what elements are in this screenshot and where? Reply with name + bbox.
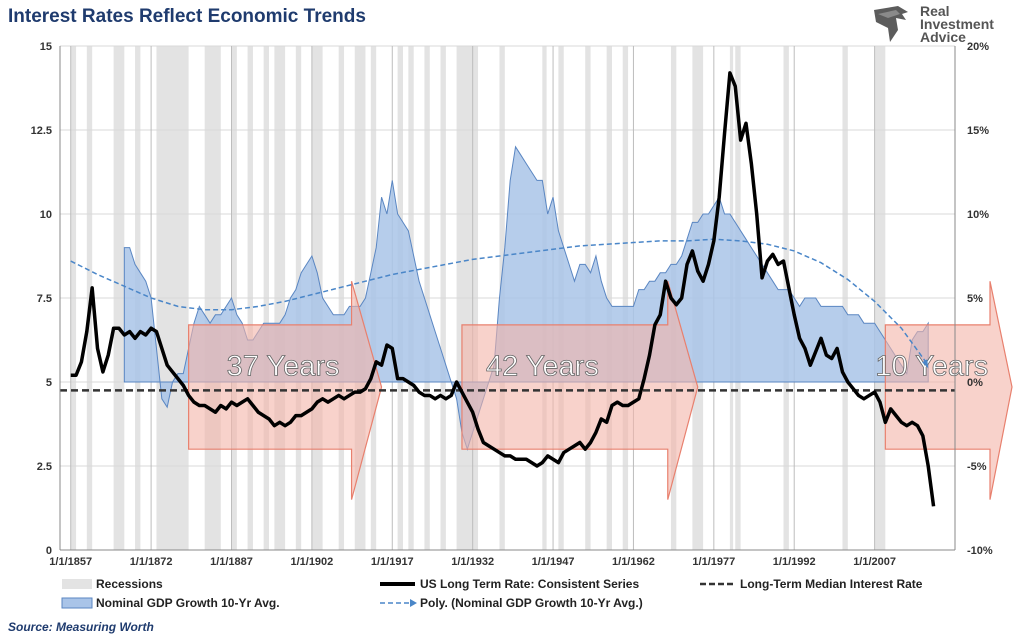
x-tick-label: 1/1/1992 [773,556,816,568]
series-rate-line [70,71,936,507]
series-poly-line [70,238,929,366]
y-right-tick-label: -5% [967,461,987,473]
legend-recessions-swatch [62,579,92,589]
annotation-label: 10 Years [875,350,988,382]
x-tick-label: 1/1/1872 [130,556,173,568]
legend-poly-label: Poly. (Nominal GDP Growth 10-Yr Avg.) [420,596,643,610]
y-right-tick-label: 5% [967,293,983,305]
annotation-arrow [884,281,1013,500]
x-tick-label: 1/1/1977 [692,556,735,568]
logo-line-2: Investment [920,16,994,32]
logo: Real Investment Advice [868,2,1018,46]
source-note: Source: Measuring Worth [8,620,154,634]
x-tick-label: 1/1/1902 [290,556,333,568]
legend-poly-arrowhead [410,599,417,607]
x-tick-label: 1/1/1962 [612,556,655,568]
y-left-tick-label: 0 [46,545,52,557]
chart-title: Interest Rates Reflect Economic Trends [8,6,366,27]
x-tick-label: 1/1/1887 [210,556,253,568]
y-left-tick-label: 12.5 [31,125,52,137]
legend-median-label: Long-Term Median Interest Rate [740,577,923,591]
legend-rate-label: US Long Term Rate: Consistent Series [420,577,640,591]
x-tick-label: 1/1/1857 [49,556,92,568]
legend-gdp-swatch [61,597,93,609]
y-left-tick-label: 15 [40,41,52,53]
y-right-tick-label: -10% [967,545,993,557]
y-right-tick-label: 15% [967,125,989,137]
y-left-tick-label: 5 [46,377,52,389]
y-left-tick-label: 2.5 [37,461,52,473]
x-tick-label: 1/1/2007 [853,556,896,568]
y-right-tick-label: 0% [967,377,983,389]
logo-line-3: Advice [920,29,966,45]
x-tick-label: 1/1/1947 [532,556,575,568]
legend-recessions-label: Recessions [96,577,163,591]
annotation-label: 42 Years [486,350,599,382]
eagle-icon [874,6,908,42]
y-left-tick-label: 10 [40,209,52,221]
poly-arrowhead [922,359,929,369]
x-tick-label: 1/1/1917 [371,556,414,568]
y-left-tick-label: 7.5 [37,293,52,305]
legend-gdp-label: Nominal GDP Growth 10-Yr Avg. [96,596,280,610]
x-tick-label: 1/1/1932 [451,556,494,568]
y-right-tick-label: 10% [967,209,989,221]
logo-line-1: Real [920,3,950,19]
y-right-tick-label: 20% [967,41,989,53]
annotation-label: 37 Years [227,350,340,382]
